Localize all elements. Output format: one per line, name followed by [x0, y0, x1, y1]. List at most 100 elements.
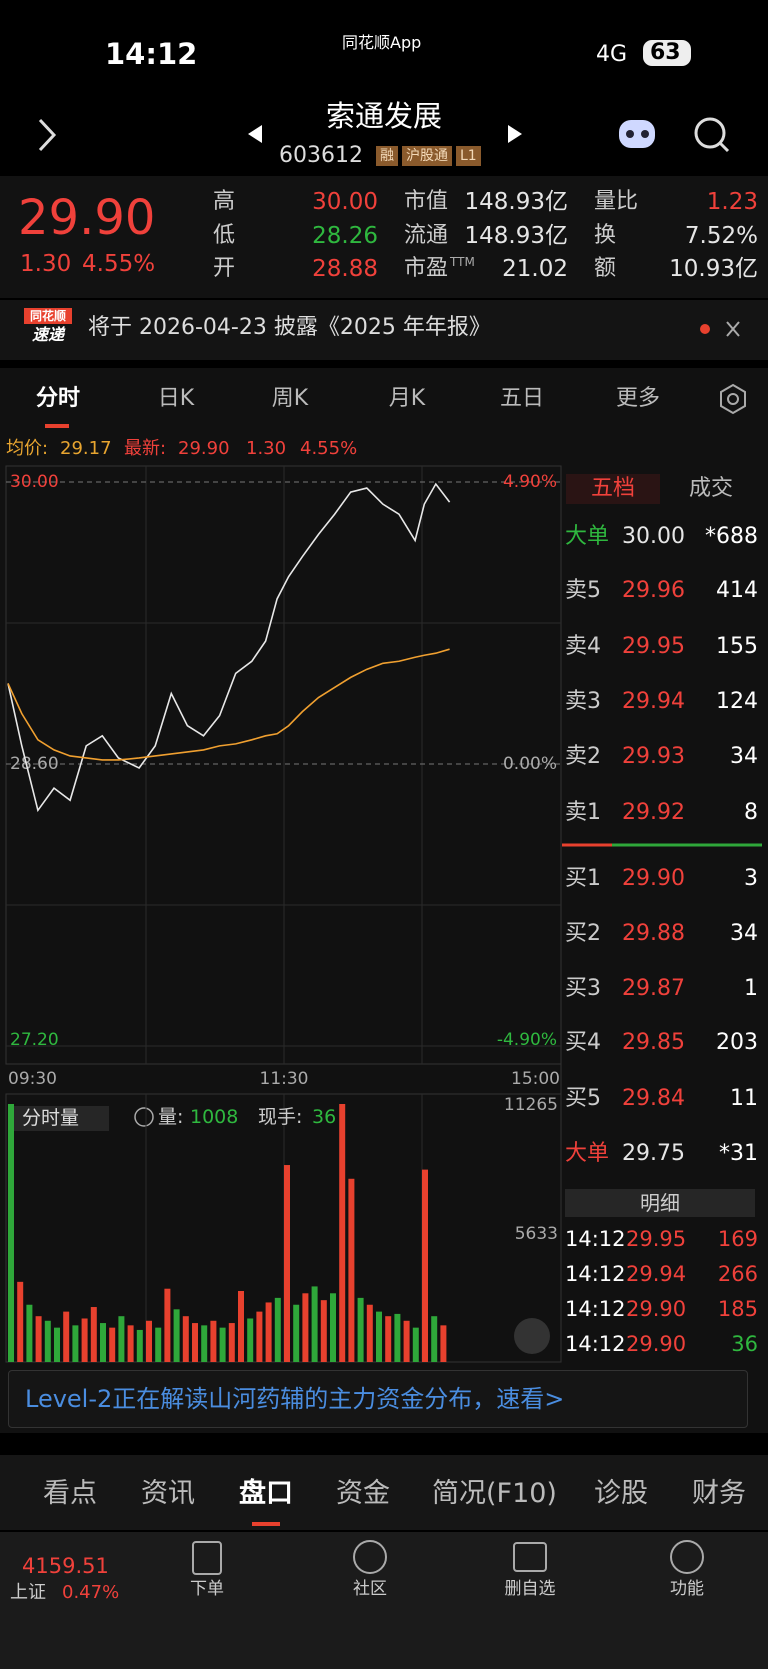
period-tab[interactable]: 月K [388, 386, 426, 411]
stat-label: 换 [594, 223, 617, 248]
volume-bar [136, 1329, 143, 1362]
volume-bar [394, 1313, 401, 1362]
search-icon[interactable] [694, 117, 730, 153]
stat-label-sup: TTM [450, 255, 475, 269]
volume-bar [412, 1327, 419, 1362]
stock-tag: L1 [456, 146, 481, 166]
index-value[interactable]: 4159.51 [22, 1554, 109, 1578]
footer-button[interactable]: 下单 [190, 1579, 224, 1599]
volume-bar [348, 1178, 355, 1362]
ask-label: 卖4 [565, 634, 601, 659]
info-latest: 29.90 [178, 438, 230, 459]
period-tab[interactable]: 日K [157, 386, 195, 411]
bottom-tab[interactable]: 看点 [43, 1478, 97, 1509]
y-tick-label: 28.60 [10, 754, 59, 774]
big-buy-volume: *31 [719, 1141, 758, 1166]
expand-button[interactable] [514, 1318, 550, 1354]
volume-bar [385, 1316, 392, 1362]
bottom-tab[interactable]: 诊股 [594, 1478, 648, 1509]
ask-volume: 8 [744, 800, 758, 825]
stat-value: 30.00 [312, 189, 378, 215]
stock-tag: 融 [376, 146, 398, 166]
period-tab[interactable]: 五日 [499, 386, 544, 411]
volume-bar [54, 1327, 60, 1362]
book-tab-active[interactable]: 五档 [566, 474, 660, 504]
volume-bar [265, 1302, 272, 1362]
volume-bar [440, 1325, 447, 1362]
notice-text[interactable]: 将于 2026-04-23 披露《2025 年年报》 [88, 315, 491, 340]
bid-volume: 34 [730, 921, 758, 946]
bid-volume: 3 [744, 866, 758, 891]
notice-close[interactable] [726, 321, 740, 337]
y-tick-label: 27.20 [10, 1030, 59, 1050]
stat-value: 28.88 [312, 256, 378, 282]
volume-bar [173, 1309, 180, 1362]
ask-volume: 124 [716, 689, 758, 714]
period-tab[interactable]: 分时 [35, 386, 80, 411]
index-name: 上证 [10, 1582, 46, 1603]
status-time: 14:12 [105, 37, 198, 71]
period-tab[interactable]: 更多 [615, 386, 660, 411]
y2-tick-label: -4.90% [497, 1030, 557, 1050]
volume-selector[interactable]: 分时量 [14, 1106, 110, 1131]
quote-panel [0, 176, 768, 298]
volume-bar [274, 1297, 281, 1362]
ask-price: 29.96 [622, 578, 685, 603]
trade-time: 14:12 [565, 1227, 626, 1251]
level2-banner[interactable]: Level-2正在解读山河药辅的主力资金分布，速看> [8, 1370, 748, 1428]
bid-price: 29.88 [622, 921, 685, 946]
book-tab[interactable]: 成交 [688, 476, 733, 501]
volume-bar [339, 1104, 346, 1362]
bottom-tab[interactable]: 资讯 [141, 1478, 195, 1509]
index-pct: 0.47% [62, 1582, 120, 1603]
bottom-tab[interactable]: 盘口 [239, 1478, 293, 1509]
trade-time: 14:12 [565, 1262, 626, 1286]
volume-bar [17, 1281, 24, 1362]
bid-volume: 203 [716, 1030, 758, 1055]
stat-label: 流通 [404, 223, 449, 248]
ask-label: 卖1 [565, 800, 601, 825]
bottom-tab[interactable]: 简况(F10) [432, 1478, 557, 1509]
bid-label: 买2 [565, 921, 601, 946]
ask-volume: 155 [716, 634, 758, 659]
volume-bar [35, 1316, 42, 1362]
footer-button[interactable]: 删自选 [504, 1579, 556, 1599]
footer-button[interactable]: 功能 [670, 1579, 704, 1599]
info-pct: 4.55% [300, 438, 358, 459]
footer-panel [0, 1532, 768, 1669]
info-latest-label: 最新: [124, 438, 167, 459]
period-tab[interactable]: 周K [271, 386, 309, 411]
volume-label: 量: [158, 1106, 184, 1128]
prev-stock[interactable] [248, 125, 262, 143]
volume-bar [127, 1325, 134, 1362]
y2-tick-label: 4.90% [503, 472, 557, 492]
back-button[interactable] [38, 118, 57, 152]
price-change: 1.30 [20, 251, 72, 277]
bottom-tab[interactable]: 资金 [336, 1478, 390, 1509]
info-avg: 29.17 [60, 438, 112, 459]
volume-bar [422, 1169, 428, 1362]
bottom-tab-panel [0, 1455, 768, 1530]
volume-bar [44, 1320, 51, 1362]
price-line [7, 648, 450, 761]
footer-button[interactable]: 社区 [353, 1579, 387, 1599]
volume-bar [201, 1325, 208, 1362]
volume-bar [376, 1311, 382, 1362]
next-stock[interactable] [508, 125, 522, 143]
assistant-icon[interactable] [619, 120, 655, 148]
volume-bar [81, 1318, 88, 1362]
stock-code: 603612 [279, 143, 363, 168]
stat-value: 148.93亿 [464, 223, 568, 249]
volume-bar [330, 1293, 336, 1362]
status-network: 4G [596, 42, 628, 67]
stat-value: 21.02 [502, 256, 568, 282]
settings-icon[interactable] [720, 383, 746, 415]
detail-title[interactable]: 明细 [565, 1189, 755, 1217]
bottom-tab[interactable]: 财务 [692, 1478, 746, 1509]
volume-bar [256, 1311, 263, 1362]
help-icon[interactable] [134, 1107, 154, 1127]
volume-bar [366, 1304, 373, 1362]
stock-tag: 沪股通 [402, 146, 452, 166]
